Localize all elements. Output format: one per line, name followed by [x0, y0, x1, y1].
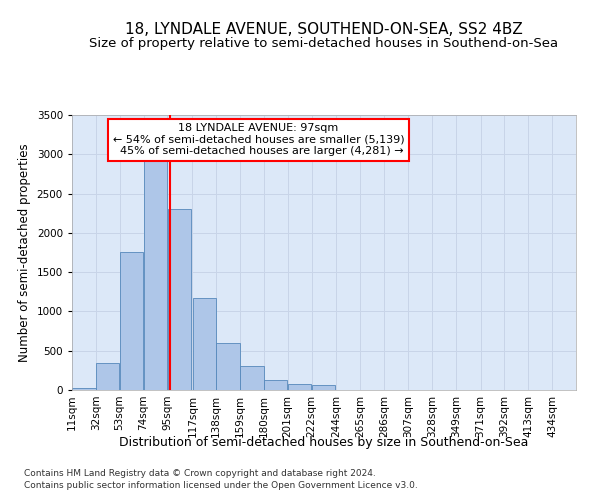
- Bar: [144, 158, 167, 390]
- Text: Contains HM Land Registry data © Crown copyright and database right 2024.: Contains HM Land Registry data © Crown c…: [24, 469, 376, 478]
- Bar: [167, 210, 191, 390]
- Bar: [120, 252, 143, 390]
- Bar: [217, 343, 240, 390]
- Text: Size of property relative to semi-detached houses in Southend-on-Sea: Size of property relative to semi-detach…: [89, 38, 559, 51]
- Text: Contains public sector information licensed under the Open Government Licence v3: Contains public sector information licen…: [24, 480, 418, 490]
- Bar: [96, 362, 119, 390]
- Bar: [72, 388, 95, 390]
- Y-axis label: Number of semi-detached properties: Number of semi-detached properties: [18, 143, 31, 362]
- Text: 18, LYNDALE AVENUE, SOUTHEND-ON-SEA, SS2 4BZ: 18, LYNDALE AVENUE, SOUTHEND-ON-SEA, SS2…: [125, 22, 523, 38]
- Bar: [288, 384, 311, 390]
- Bar: [240, 366, 263, 390]
- Bar: [264, 380, 287, 390]
- Bar: [312, 386, 335, 390]
- Bar: [193, 298, 216, 390]
- Text: Distribution of semi-detached houses by size in Southend-on-Sea: Distribution of semi-detached houses by …: [119, 436, 529, 449]
- Text: 18 LYNDALE AVENUE: 97sqm  
← 54% of semi-detached houses are smaller (5,139)
  4: 18 LYNDALE AVENUE: 97sqm ← 54% of semi-d…: [113, 123, 404, 156]
